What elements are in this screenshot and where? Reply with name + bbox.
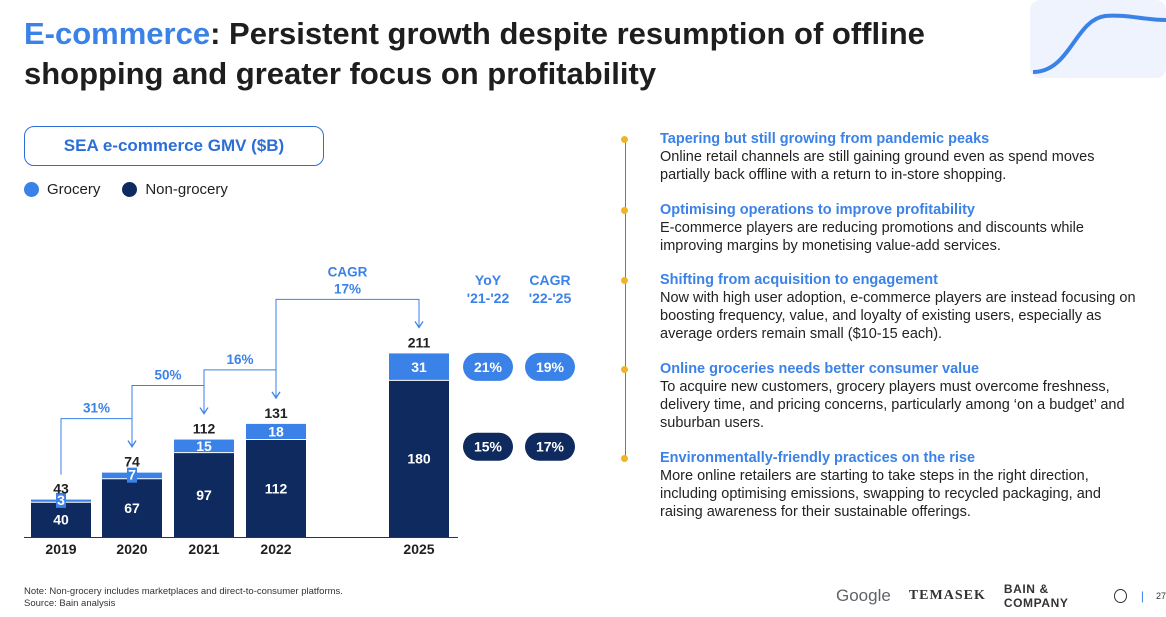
growth-arrowhead xyxy=(414,321,424,329)
growth-pill-label: 19% xyxy=(536,359,565,375)
x-tick-label: 2020 xyxy=(116,541,147,557)
bar-non-grocery xyxy=(389,380,449,537)
bar-grocery xyxy=(174,439,234,453)
data-label-total: 112 xyxy=(193,421,216,437)
title-accent: E-commerce xyxy=(24,16,211,51)
gmv-stacked-bar-chart: 4034320196777420209715112202111218131202… xyxy=(24,262,575,557)
bullet-dot-icon xyxy=(621,455,628,462)
insight-heading: Tapering but still growing from pandemic… xyxy=(660,131,990,147)
data-label-non-grocery: 112 xyxy=(265,480,288,496)
growth-pill xyxy=(525,352,575,381)
bullet-dot-icon xyxy=(621,207,628,214)
legend-label-non-grocery: Non-grocery xyxy=(145,181,228,198)
temasek-logo: TEMASEK xyxy=(908,588,986,603)
insight-point: Online groceries needs better consumer v… xyxy=(621,360,1140,432)
bain-logo: BAIN & COMPANY xyxy=(1003,582,1069,610)
insight-point: Tapering but still growing from pandemic… xyxy=(621,130,1140,184)
bar-non-grocery xyxy=(246,439,306,537)
legend-item-non-grocery: Non-grocery xyxy=(122,181,228,198)
data-label-grocery: 3 xyxy=(57,492,65,508)
data-label-non-grocery: 180 xyxy=(407,451,431,467)
chart-legend: Grocery Non-grocery xyxy=(24,181,250,198)
insight-point: Optimising operations to improve profita… xyxy=(621,201,1140,255)
insight-body: To acquire new customers, grocery player… xyxy=(660,379,1125,431)
title-rest: : Persistent growth despite resumption o… xyxy=(24,16,925,91)
insight-heading: Online groceries needs better consumer v… xyxy=(660,361,980,377)
side-table-header: YoY xyxy=(475,272,502,288)
x-tick-label: 2019 xyxy=(45,541,76,557)
bain-compass-icon xyxy=(1113,589,1127,603)
side-table-header: '22-'25 xyxy=(529,290,572,306)
data-label-non-grocery: 97 xyxy=(196,487,212,503)
data-label-grocery: 7 xyxy=(128,467,136,483)
footnote: Note: Non-grocery includes marketplaces … xyxy=(24,586,343,610)
growth-label: 17% xyxy=(334,281,361,296)
x-tick-label: 2022 xyxy=(260,541,291,557)
growth-pill xyxy=(463,352,513,381)
bar-non-grocery xyxy=(174,452,234,537)
insight-point: Shifting from acquisition to engagement … xyxy=(621,271,1140,343)
insight-heading: Optimising operations to improve profita… xyxy=(660,202,975,218)
decorative-curve-icon xyxy=(1030,0,1166,78)
growth-pill-label: 17% xyxy=(536,439,565,455)
timeline-line xyxy=(625,138,626,460)
growth-connector xyxy=(275,298,420,399)
data-label-grocery: 18 xyxy=(268,424,284,440)
data-label-total: 131 xyxy=(264,405,288,421)
growth-label: 16% xyxy=(226,352,253,367)
x-tick-label: 2021 xyxy=(188,541,219,557)
footer-logos: Google TEMASEK BAIN & COMPANY | 27 xyxy=(836,582,1166,610)
data-label-grocery: 15 xyxy=(196,438,212,454)
bar-grocery xyxy=(246,423,306,440)
page-number: 27 xyxy=(1155,591,1166,601)
data-label-non-grocery: 40 xyxy=(53,512,69,528)
bar-non-grocery xyxy=(102,478,162,537)
growth-label: 31% xyxy=(83,401,110,416)
page-title: E-commerce: Persistent growth despite re… xyxy=(24,14,954,94)
footnote-source: Source: Bain analysis xyxy=(24,598,116,609)
insight-point: Environmentally-friendly practices on th… xyxy=(621,449,1140,521)
data-label-bg xyxy=(56,492,66,508)
side-table-header: '21-'22 xyxy=(467,290,510,306)
data-label-bg xyxy=(127,467,137,483)
growth-pill-label: 15% xyxy=(474,439,503,455)
google-logo: Google xyxy=(836,586,891,605)
legend-label-grocery: Grocery xyxy=(47,181,101,198)
bar-non-grocery xyxy=(31,502,91,537)
x-tick-label: 2025 xyxy=(403,541,434,557)
data-label-total: 43 xyxy=(53,481,69,497)
insight-body: Online retail channels are still gaining… xyxy=(660,149,1095,183)
bullet-dot-icon xyxy=(621,136,628,143)
growth-pill xyxy=(525,432,575,461)
footer-separator: | xyxy=(1140,589,1144,603)
side-table-header: CAGR xyxy=(529,272,570,288)
insight-heading: Environmentally-friendly practices on th… xyxy=(660,450,976,466)
data-label-total: 74 xyxy=(124,454,140,470)
growth-connector xyxy=(60,418,133,475)
footnote-note: Note: Non-grocery includes marketplaces … xyxy=(24,586,343,597)
growth-label: CAGR xyxy=(328,264,368,279)
insight-body: E-commerce players are reducing promotio… xyxy=(660,220,1084,254)
legend-dot-non-grocery xyxy=(122,182,138,197)
legend-item-grocery: Grocery xyxy=(24,181,100,198)
bar-grocery xyxy=(389,353,449,381)
insight-heading: Shifting from acquisition to engagement xyxy=(660,272,938,288)
data-label-total: 211 xyxy=(408,334,431,350)
bullet-dot-icon xyxy=(621,366,628,373)
data-label-grocery: 31 xyxy=(411,359,427,375)
growth-connector xyxy=(131,385,205,448)
growth-pill-label: 21% xyxy=(474,359,503,375)
bullet-dot-icon xyxy=(621,277,628,284)
insight-body: Now with high user adoption, e-commerce … xyxy=(660,290,1136,342)
legend-dot-grocery xyxy=(24,182,39,197)
data-label-non-grocery: 67 xyxy=(124,500,140,516)
insight-body: More online retailers are starting to ta… xyxy=(660,468,1101,520)
growth-pill xyxy=(463,432,513,461)
growth-label: 50% xyxy=(154,368,181,383)
chart-label: SEA e-commerce GMV ($B) xyxy=(24,126,324,166)
